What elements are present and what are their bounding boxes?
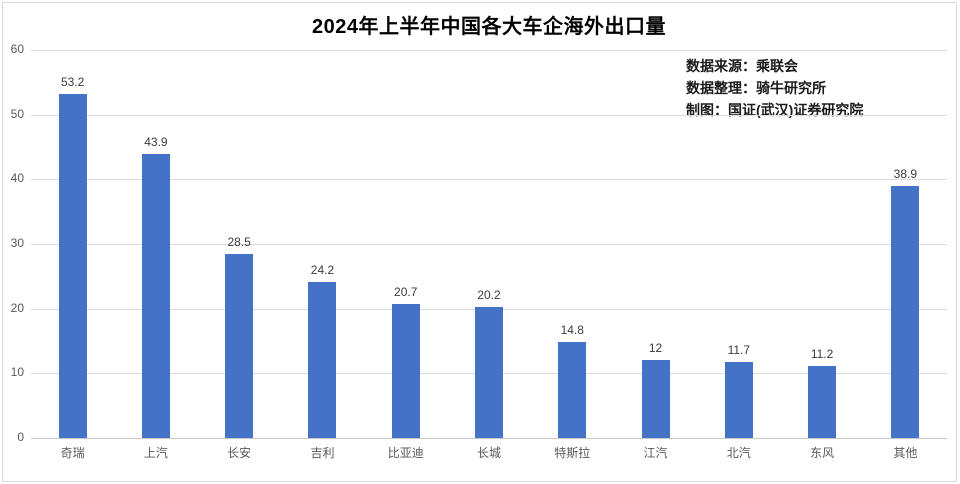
x-tick-label: 上汽 <box>143 446 168 460</box>
bar-其他 <box>891 186 920 438</box>
gridline <box>31 179 947 181</box>
bar-长安 <box>225 254 254 438</box>
bar-value-label: 28.5 <box>227 235 251 249</box>
bar-比亚迪 <box>391 304 420 438</box>
x-axis-line <box>31 438 947 439</box>
chart-title: 2024年上半年中国各大车企海外出口量 <box>312 16 666 38</box>
x-tick-label: 长安 <box>227 446 252 460</box>
x-tick-label: 北汽 <box>726 446 751 460</box>
bar-value-label: 38.9 <box>893 167 918 181</box>
x-tick-label: 吉利 <box>310 446 335 460</box>
x-tick-label: 东风 <box>810 446 835 460</box>
bar-value-label: 53.2 <box>60 75 85 89</box>
plot-area: 53.2 43.9 28.5 24.2 20.7 20.2 14.8 12 11.7 11.2 38… <box>31 50 947 439</box>
annotation-data-source: 数据来源：乘联会 <box>686 58 798 74</box>
bar-value-label: 20.2 <box>477 288 501 302</box>
bar-value-label: 43.9 <box>144 135 168 149</box>
chart-annotations: 数据来源：乘联会 数据整理：骑牛研究所 制图：国证(武汉)证券研究院 <box>686 55 863 121</box>
bar-特斯拉 <box>558 342 587 438</box>
gridline <box>31 50 947 51</box>
gridline <box>31 114 947 116</box>
x-axis-labels: 奇瑞 上汽 长安 吉利 比亚迪 长城 特斯拉 江汽 北汽 东风 其他 <box>31 444 947 464</box>
bar-吉利 <box>308 282 337 438</box>
bar-value-label: 11.2 <box>810 347 834 361</box>
x-tick-label: 其他 <box>893 446 918 460</box>
y-tick-label: 30 <box>10 236 24 250</box>
bar-value-label: 20.7 <box>394 285 418 299</box>
x-tick-label: 江汽 <box>643 446 668 460</box>
y-tick-label: 50 <box>10 106 24 121</box>
y-tick-label: 20 <box>10 300 24 315</box>
x-tick-label: 特斯拉 <box>554 446 591 460</box>
bar-上汽 <box>141 154 170 438</box>
bar-江汽 <box>641 360 670 438</box>
bar-奇瑞 <box>58 94 87 438</box>
y-tick-label: 40 <box>10 171 24 186</box>
annotation-data-curation: 数据整理：骑牛研究所 <box>686 80 826 96</box>
bar-value-label: 14.8 <box>560 323 584 337</box>
y-tick-label: 0 <box>17 430 24 444</box>
bar-长城 <box>475 307 503 438</box>
bar-东风 <box>808 366 837 438</box>
bar-北汽 <box>724 362 753 438</box>
x-tick-label: 长城 <box>476 446 501 460</box>
y-tick-label: 10 <box>10 365 24 380</box>
y-tick-label: 60 <box>10 42 24 56</box>
x-tick-label: 奇瑞 <box>60 446 85 460</box>
bar-value-label: 24.2 <box>310 263 335 277</box>
bar-value-label: 12 <box>648 341 663 355</box>
annotation-chart-credit: 制图：国证(武汉)证券研究院 <box>686 102 864 118</box>
bar-value-label: 11.7 <box>727 343 751 357</box>
x-tick-label: 比亚迪 <box>387 446 424 460</box>
gridline <box>31 244 947 245</box>
